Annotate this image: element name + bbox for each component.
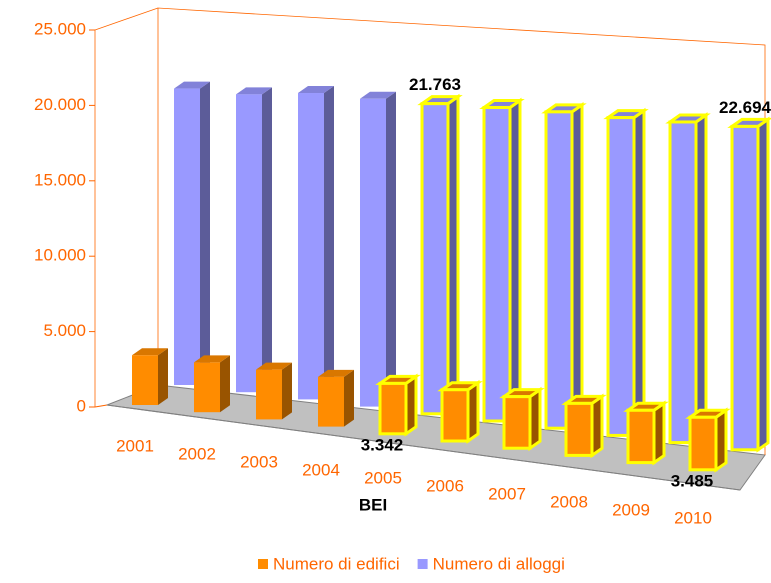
bar-front: [236, 94, 262, 393]
bar-side: [386, 91, 396, 407]
bar-front: [256, 369, 282, 420]
bar-top: [298, 86, 334, 94]
x-tick-label: 2010: [674, 508, 712, 527]
bar-front: [688, 415, 718, 472]
bar-side: [158, 348, 168, 405]
bar: [499, 386, 545, 452]
bar-front: [360, 98, 386, 407]
bar-front: [298, 93, 324, 400]
bar-front: [174, 88, 200, 385]
bar-side: [344, 369, 354, 427]
bar-front: [420, 102, 450, 416]
wall-edge: [94, 7, 159, 31]
bar-front: [378, 381, 408, 436]
bar-front: [502, 395, 532, 450]
bar: [236, 87, 272, 393]
bar-front: [132, 355, 158, 405]
bar-front: [626, 408, 656, 465]
bar-top: [132, 348, 168, 356]
bar-side: [262, 87, 272, 393]
value-label: 21.763: [409, 75, 461, 94]
bar-front: [318, 376, 344, 427]
bar-top: [194, 355, 230, 363]
legend-label: Numero di alloggi: [433, 554, 565, 573]
bar: [665, 112, 711, 446]
x-tick-label: 2005: [364, 468, 402, 487]
bar-side: [282, 362, 292, 420]
bar: [174, 81, 210, 385]
value-label: 3.342: [361, 435, 404, 454]
bar-front: [544, 110, 574, 430]
annotation: BEI: [359, 495, 387, 514]
value-label: 3.485: [671, 471, 714, 490]
x-tick-label: 2007: [488, 484, 526, 503]
y-tick-label: 20.000: [34, 95, 86, 114]
x-tick-label: 2008: [550, 492, 588, 511]
bar-front: [482, 105, 512, 423]
bar: [561, 393, 607, 459]
bar-side: [324, 86, 334, 400]
bar-top: [256, 362, 292, 370]
bar-top: [360, 91, 396, 99]
bar-top: [318, 369, 354, 377]
bar-side: [220, 355, 230, 413]
bar: [132, 348, 168, 405]
bar: [194, 355, 230, 413]
bar: [375, 373, 421, 437]
bar-front: [730, 124, 760, 452]
legend-label: Numero di edifici: [273, 554, 400, 573]
y-tick-label: 10.000: [34, 246, 86, 265]
x-tick-label: 2001: [116, 436, 154, 455]
legend-swatch: [258, 559, 268, 569]
legend-swatch: [417, 559, 428, 569]
bar: [623, 400, 669, 466]
bar: [685, 407, 731, 473]
x-tick-label: 2009: [612, 500, 650, 519]
bar: [541, 101, 587, 432]
x-tick-label: 2003: [240, 452, 278, 471]
bar-front: [564, 401, 594, 457]
floor-front: [106, 404, 741, 491]
bar-front: [668, 120, 698, 445]
floor-edge: [94, 404, 108, 408]
x-tick-label: 2002: [178, 444, 216, 463]
value-label: 22.694: [719, 98, 771, 117]
bar: [437, 379, 483, 444]
x-tick-label: 2006: [426, 476, 464, 495]
bar: [256, 362, 292, 420]
bar: [603, 107, 649, 439]
bar: [727, 116, 771, 453]
x-tick-label: 2004: [302, 460, 340, 479]
y-tick-label: 5.000: [43, 321, 86, 340]
bar-top: [236, 87, 272, 95]
bar-front: [194, 362, 220, 413]
bar-top: [174, 81, 210, 89]
y-tick-label: 15.000: [34, 170, 86, 189]
bar: [360, 91, 396, 407]
bar-front: [606, 116, 636, 437]
bar: [479, 97, 525, 424]
bar-side: [200, 81, 210, 385]
bar-front: [440, 388, 470, 443]
y-tick-label: 0: [77, 396, 86, 415]
bar: [417, 93, 463, 417]
y-tick-label: 25.000: [34, 19, 86, 38]
bar: [298, 86, 334, 400]
bar: [318, 369, 354, 427]
